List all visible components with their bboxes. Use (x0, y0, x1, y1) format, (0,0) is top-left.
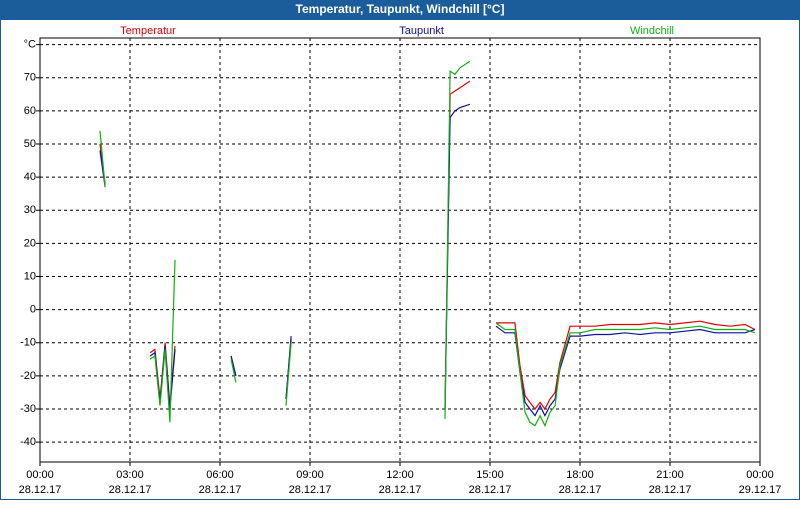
y-tick-label: -20 (20, 370, 36, 382)
y-tick-label: -10 (20, 337, 36, 349)
y-tick-label: 50 (24, 138, 36, 150)
x-tick-date: 28.12.17 (19, 484, 62, 496)
y-tick-label: 20 (24, 237, 36, 249)
legend-entry: Temperatur (120, 25, 176, 37)
x-tick-label: 06:00 (206, 469, 234, 481)
y-tick-label: 70 (24, 72, 36, 84)
x-tick-label: 21:00 (656, 469, 684, 481)
y-tick-label: 40 (24, 171, 36, 183)
x-tick-date: 28.12.17 (469, 484, 512, 496)
x-tick-date: 28.12.17 (109, 484, 152, 496)
x-tick-label: 12:00 (386, 469, 414, 481)
y-tick-label: 60 (24, 105, 36, 117)
x-tick-date: 28.12.17 (649, 484, 692, 496)
title-bar (0, 0, 800, 20)
chart-title: Temperatur, Taupunkt, Windchill [°C] (296, 2, 505, 16)
legend-entry: Taupunkt (399, 25, 444, 37)
y-tick-label: 30 (24, 204, 36, 216)
x-tick-label: 09:00 (296, 469, 324, 481)
y-tick-label: °C (24, 39, 36, 51)
x-tick-label: 03:00 (116, 469, 144, 481)
x-tick-label: 18:00 (566, 469, 594, 481)
x-tick-date: 29.12.17 (739, 484, 782, 496)
y-tick-label: -30 (20, 403, 36, 415)
y-tick-label: -40 (20, 436, 36, 448)
legend-entry: Windchill (630, 25, 674, 37)
x-tick-label: 15:00 (476, 469, 504, 481)
x-tick-date: 28.12.17 (379, 484, 422, 496)
series-line (99, 60, 756, 428)
x-tick-date: 28.12.17 (559, 484, 602, 496)
x-tick-date: 28.12.17 (199, 484, 242, 496)
x-tick-date: 28.12.17 (289, 484, 332, 496)
x-tick-label: 00:00 (746, 469, 774, 481)
x-tick-label: 00:00 (26, 469, 54, 481)
y-tick-label: 0 (30, 304, 36, 316)
y-tick-label: 10 (24, 270, 36, 282)
